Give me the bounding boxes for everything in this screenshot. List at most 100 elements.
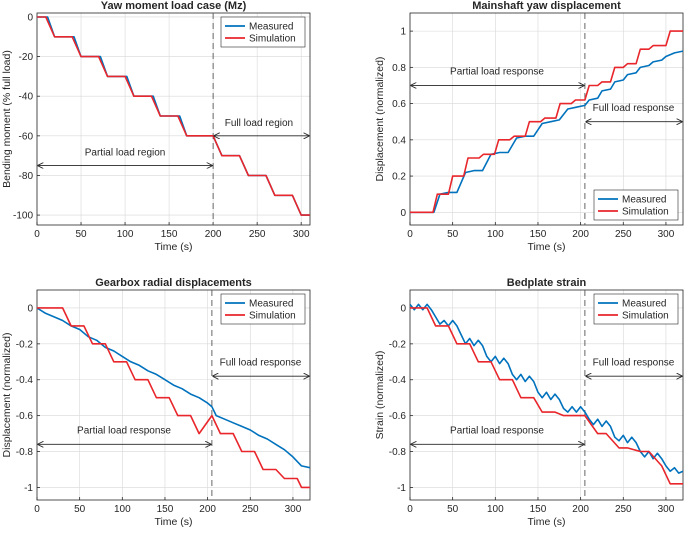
series-line-measured: [37, 307, 310, 469]
legend-label: Measured: [249, 299, 293, 310]
y-axis-label: Displacement (normalized): [1, 333, 13, 458]
x-tick-label: 200: [572, 504, 589, 515]
series-group: [37, 307, 310, 489]
legend-label: Simulation: [249, 311, 296, 322]
series-group: [410, 303, 683, 485]
x-tick-label: 200: [205, 229, 222, 240]
series-line-measured: [410, 303, 683, 474]
x-tick-label: 150: [530, 229, 547, 240]
x-tick-label: 150: [161, 229, 178, 240]
x-tick-label: 50: [75, 229, 87, 240]
legend-box: [593, 293, 679, 325]
chart-4: 0 50 100 150 200 250 300 0 -0.2 -0.4 -0.6 -0.8 -1 Bed…: [374, 277, 684, 528]
y-tick-label: -40: [19, 92, 34, 103]
y-tick-label: -0.8: [16, 447, 34, 458]
x-tick-label: 50: [447, 504, 459, 515]
legend-label: Simulation: [622, 207, 669, 218]
x-tick-label: 250: [242, 504, 259, 515]
series-group: [410, 30, 683, 214]
y-tick-label: -1: [24, 483, 33, 494]
legend-label: Simulation: [249, 34, 296, 45]
y-tick-label: -0.4: [16, 375, 34, 386]
chart-title: Mainshaft yaw displacement: [472, 0, 621, 12]
legend-label: Measured: [622, 195, 666, 206]
y-tick-label: 0: [27, 12, 33, 23]
series-line-simulation: [410, 307, 683, 485]
y-tick-label: -0.6: [389, 411, 407, 422]
y-axis-label: Strain (normalized): [374, 351, 386, 440]
annotation-text: Partial load region: [85, 148, 166, 159]
legend-box: [220, 293, 306, 325]
y-tick-label: -60: [19, 131, 34, 142]
x-tick-label: 100: [117, 229, 134, 240]
annotation-text: Partial load response: [77, 426, 171, 437]
y-tick-label: 0: [400, 208, 406, 219]
y-tick-label: -0.4: [389, 375, 407, 386]
legend-label: Measured: [249, 22, 293, 33]
y-axis-label: Bending moment (% full load): [1, 50, 13, 188]
series-line-simulation: [37, 307, 310, 489]
annotation-text: Full load response: [220, 357, 302, 368]
x-tick-label: 300: [658, 229, 675, 240]
series-line-simulation: [410, 30, 683, 214]
axes-frame: [409, 12, 684, 226]
y-axis-label: Displacement (normalized): [374, 57, 386, 182]
legend-label: Measured: [622, 299, 666, 310]
y-tick-label: 1: [400, 27, 406, 38]
x-axis-label: Time (s): [154, 241, 192, 253]
x-tick-label: 0: [407, 229, 413, 240]
x-tick-label: 100: [114, 504, 131, 515]
series-line-measured: [410, 50, 683, 214]
x-tick-label: 300: [285, 504, 302, 515]
x-tick-label: 200: [572, 229, 589, 240]
y-tick-label: 0.6: [392, 99, 406, 110]
annotation-text: Partial load response: [450, 67, 544, 78]
legend-box: [593, 189, 679, 221]
y-tick-label: 0: [27, 303, 33, 314]
y-tick-label: -0.8: [389, 447, 407, 458]
y-tick-label: -20: [19, 52, 34, 63]
annotation-text: Full load response: [593, 357, 675, 368]
legend-label: Simulation: [622, 311, 669, 322]
x-tick-label: 300: [293, 229, 310, 240]
y-tick-label: 0.4: [392, 135, 406, 146]
x-axis-label: Time (s): [527, 241, 565, 253]
annotation-text: Full load region: [225, 118, 293, 129]
x-tick-label: 300: [658, 504, 675, 515]
axes-frame: [36, 289, 311, 501]
annotation-text: Partial load response: [450, 426, 544, 437]
annotation-text: Full load response: [593, 103, 675, 114]
x-tick-label: 150: [157, 504, 174, 515]
y-tick-label: -0.2: [16, 339, 34, 350]
chart-1: 0 50 100 150 200 250 300 0 -20 -40 -60 -80 -100 Yaw m…: [1, 0, 311, 253]
series-line-simulation: [37, 16, 310, 216]
y-tick-label: -100: [13, 211, 33, 222]
chart-title: Bedplate strain: [507, 277, 587, 289]
series-group: [37, 16, 310, 216]
x-tick-label: 50: [447, 229, 459, 240]
x-tick-label: 0: [34, 504, 40, 515]
x-tick-label: 250: [615, 229, 632, 240]
chart-title: Yaw moment load case (Mz): [101, 0, 247, 12]
x-axis-label: Time (s): [527, 516, 565, 528]
y-tick-label: 0: [400, 303, 406, 314]
y-tick-label: 0.2: [392, 172, 406, 183]
x-axis-label: Time (s): [154, 516, 192, 528]
x-tick-label: 150: [530, 504, 547, 515]
x-tick-label: 100: [487, 504, 504, 515]
axes-frame: [36, 12, 311, 226]
x-tick-label: 250: [615, 504, 632, 515]
chart-3: 0 50 100 150 200 250 300 0 -0.2 -0.4 -0.6 -0.8 -1 Gea…: [1, 277, 311, 528]
y-tick-label: -0.2: [389, 339, 407, 350]
x-tick-label: 100: [487, 229, 504, 240]
chart-title: Gearbox radial displacements: [95, 277, 252, 289]
y-tick-label: -1: [397, 483, 406, 494]
x-tick-label: 50: [74, 504, 86, 515]
y-tick-label: 0.8: [392, 63, 406, 74]
y-tick-label: -0.6: [16, 411, 34, 422]
